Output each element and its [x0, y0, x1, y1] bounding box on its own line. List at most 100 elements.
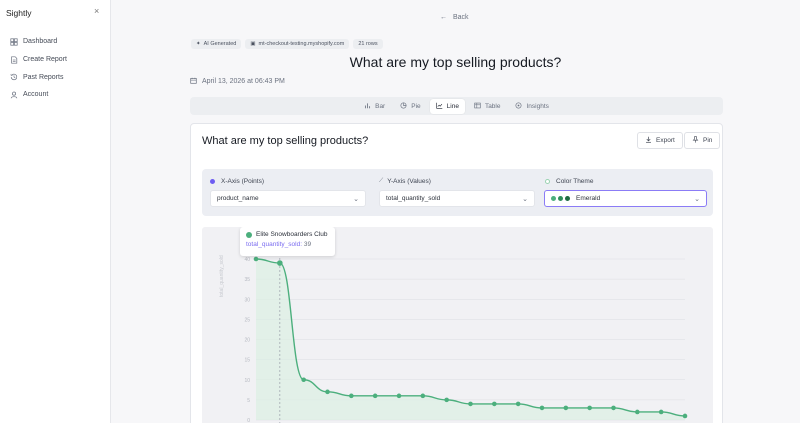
y-axis-select[interactable]: total_quantity_sold ⌄ — [379, 190, 535, 207]
data-point — [325, 389, 330, 395]
card-title: What are my top selling products? — [202, 135, 369, 147]
user-icon — [9, 90, 18, 99]
report-meta-chips: ✦ AI Generated ▣ mt-checkout-testing.mys… — [191, 39, 383, 49]
data-point — [444, 397, 449, 403]
x-axis-label: X-Axis (Points) — [210, 178, 264, 185]
data-point — [682, 413, 688, 419]
trend-icon: ⟋ — [379, 178, 384, 184]
grid-icon — [9, 37, 18, 46]
export-button[interactable]: Export — [637, 132, 683, 149]
tab-table[interactable]: Table — [468, 99, 507, 114]
tab-label: Pie — [411, 102, 421, 110]
data-point — [611, 405, 616, 411]
data-point — [372, 393, 378, 399]
y-tick-label: 35 — [244, 277, 250, 283]
series-dot-icon — [246, 231, 252, 238]
line-chart-icon — [436, 102, 443, 111]
main-content: ← Back ✦ AI Generated ▣ mt-checkout-test… — [111, 0, 800, 423]
chart-controls: X-Axis (Points) product_name ⌄ ⟋ Y-Axis … — [202, 169, 713, 216]
table-icon — [474, 102, 481, 111]
x-axis-select[interactable]: product_name ⌄ — [210, 190, 366, 207]
data-point — [396, 393, 402, 399]
tab-line[interactable]: Line — [429, 98, 465, 114]
export-label: Export — [656, 137, 675, 144]
report-card: What are my top selling products? Export… — [190, 123, 723, 423]
data-point — [492, 401, 497, 407]
store-icon: ▣ — [250, 41, 256, 47]
data-point — [468, 401, 473, 407]
y-tick-label: 15 — [244, 358, 250, 364]
tab-pie[interactable]: Pie — [394, 99, 426, 114]
tooltip-title: Elite Snowboarders Club — [246, 231, 329, 238]
arrow-left-icon: ← — [440, 14, 447, 21]
x-axis-label-text: X-Axis (Points) — [221, 178, 264, 185]
insights-icon — [515, 102, 522, 111]
tooltip-number: 39 — [303, 241, 312, 248]
color-theme-label-text: Color Theme — [556, 178, 594, 185]
y-tick-label: 10 — [244, 378, 250, 384]
tab-label: Bar — [375, 102, 386, 110]
document-icon — [9, 55, 18, 64]
tooltip-metric: total_quantity_sold: — [246, 241, 303, 248]
y-axis-label: ⟋ Y-Axis (Values) — [379, 178, 431, 185]
download-icon — [645, 136, 652, 145]
pin-button[interactable]: Pin — [684, 132, 721, 149]
tab-insights[interactable]: Insights — [509, 99, 554, 114]
color-theme-name: Emerald — [576, 195, 601, 202]
chip-label: 21 rows — [358, 41, 378, 47]
sidebar-item-label: Dashboard — [23, 38, 58, 46]
tab-label: Insights — [526, 102, 549, 110]
sidebar-item-dashboard[interactable]: Dashboard — [0, 33, 111, 51]
tab-bar[interactable]: Bar — [358, 99, 391, 114]
close-sidebar-icon[interactable]: × — [94, 6, 100, 16]
chart-svg: 0 5 10 15 20 25 30 35 40 — [244, 254, 688, 423]
color-theme-select[interactable]: Emerald ⌄ — [544, 190, 707, 207]
data-point — [587, 405, 592, 411]
y-axis-label-text: Y-Axis (Values) — [387, 178, 431, 185]
data-point — [563, 405, 569, 411]
color-theme-label: Color Theme — [545, 178, 593, 185]
report-date: April 13, 2026 at 06:43 PM — [190, 77, 285, 86]
chart-type-tabs: Bar Pie Line Table Insights — [190, 97, 723, 115]
data-point — [658, 409, 664, 415]
chart-tooltip: Elite Snowboarders Club total_quantity_s… — [240, 227, 335, 256]
tab-label: Table — [484, 102, 501, 110]
tab-label: Line — [446, 102, 459, 110]
y-axis-value: total_quantity_sold — [386, 195, 441, 202]
data-point — [301, 377, 306, 383]
pie-chart-icon — [400, 102, 407, 111]
back-label: Back — [453, 14, 469, 21]
app-brand: Sightly — [6, 8, 32, 18]
chevron-down-icon: ⌄ — [353, 195, 359, 203]
line-chart: total_quantity_sold 0 5 10 15 20 25 30 35 40 Eli… — [202, 227, 713, 423]
back-button[interactable]: ← Back — [440, 14, 469, 21]
color-theme-value: Emerald — [551, 195, 600, 202]
calendar-icon — [190, 77, 197, 86]
sidebar-item-create-report[interactable]: Create Report — [0, 51, 111, 69]
color-swatch — [551, 196, 556, 201]
row-count-badge: 21 rows — [353, 39, 383, 49]
pin-label: Pin — [703, 137, 713, 144]
sidebar-item-account[interactable]: Account — [0, 86, 111, 104]
sidebar-item-label: Create Report — [23, 56, 67, 64]
tooltip-product: Elite Snowboarders Club — [256, 231, 328, 238]
ai-generated-badge: ✦ AI Generated — [191, 39, 242, 49]
color-swatch — [565, 196, 570, 201]
y-tick-label: 40 — [244, 257, 250, 263]
data-point — [420, 393, 426, 399]
chevron-down-icon: ⌄ — [522, 195, 528, 203]
y-tick-label: 30 — [244, 297, 250, 303]
y-tick-label: 0 — [247, 418, 250, 423]
chip-label: mt-checkout-testing.myshopify.com — [258, 41, 345, 47]
data-point — [635, 409, 640, 415]
y-axis-title: total_quantity_sold — [219, 255, 225, 297]
sidebar-item-past-reports[interactable]: Past Reports — [0, 68, 111, 86]
sidebar: Sightly × Dashboard Create Report Past R… — [0, 0, 111, 423]
sidebar-item-label: Account — [23, 91, 49, 99]
sidebar-nav: Dashboard Create Report Past Reports Acc… — [0, 33, 111, 104]
data-point — [349, 393, 354, 399]
date-text: April 13, 2026 at 06:43 PM — [202, 78, 285, 85]
color-swatch — [558, 196, 563, 201]
data-point — [515, 401, 521, 407]
data-point — [253, 256, 259, 262]
